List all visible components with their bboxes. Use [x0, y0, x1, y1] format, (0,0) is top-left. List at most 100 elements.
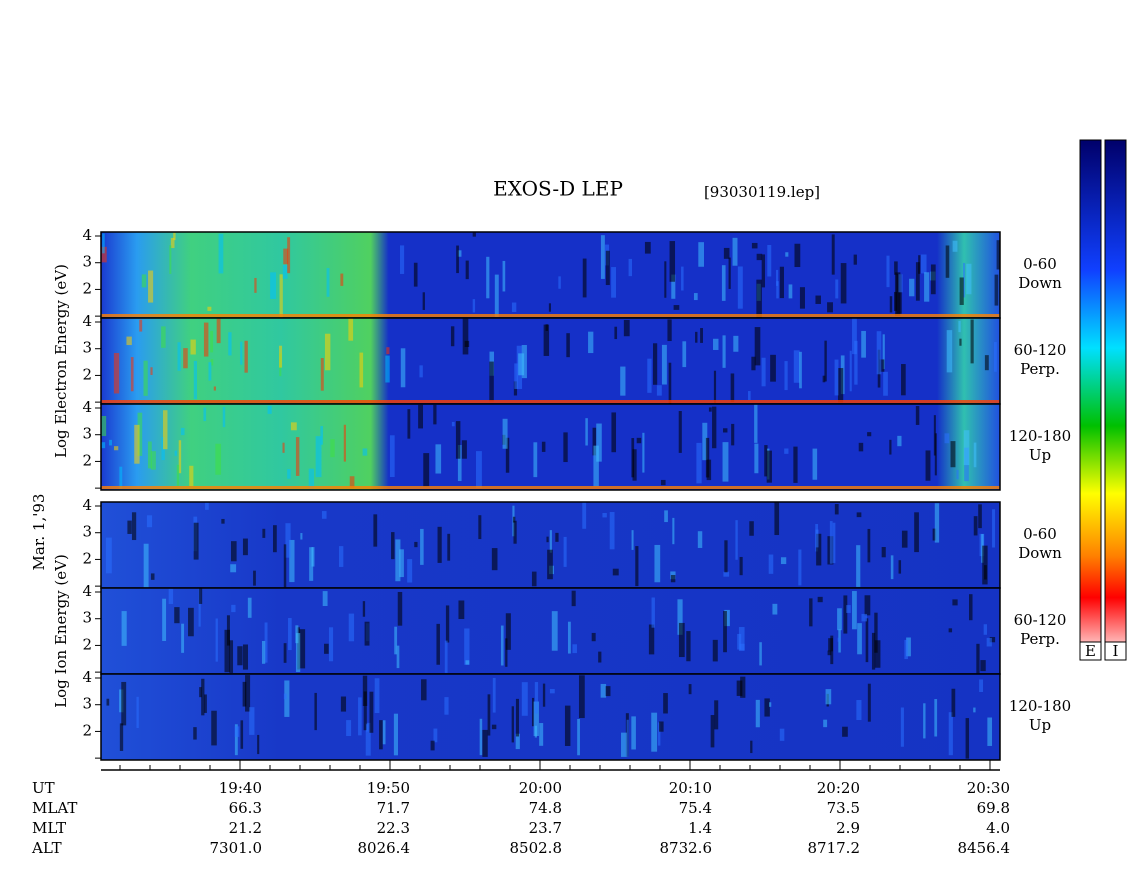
- speckle: [174, 450, 178, 456]
- speckle: [959, 277, 964, 305]
- speckle: [237, 646, 243, 666]
- speckle: [282, 264, 288, 279]
- speckle: [101, 246, 107, 263]
- speckle: [139, 319, 143, 332]
- panel-range: 120-180: [1009, 697, 1071, 715]
- speckle: [513, 520, 517, 544]
- speckle: [886, 255, 890, 288]
- y-tick-label: 2: [82, 721, 92, 739]
- speckle: [748, 391, 751, 401]
- panel-frame: [100, 673, 1001, 761]
- speckle: [978, 504, 982, 529]
- panel-range: 60-120: [1014, 341, 1067, 359]
- speckle: [176, 464, 180, 486]
- speckle: [365, 722, 371, 756]
- speckle: [856, 512, 862, 518]
- speckle: [722, 442, 729, 482]
- speckle: [832, 522, 836, 564]
- speckle: [203, 322, 209, 357]
- speckle: [751, 242, 758, 249]
- speckle: [672, 517, 675, 545]
- speckle: [180, 427, 185, 436]
- speckle: [479, 718, 483, 756]
- y-tick-label: 4: [82, 312, 92, 330]
- speckle: [549, 530, 552, 553]
- speckle: [609, 512, 615, 550]
- y-tick-label: 2: [82, 549, 92, 567]
- speckle: [188, 607, 194, 637]
- speckle: [456, 245, 459, 274]
- speckle: [567, 621, 571, 654]
- speckle: [874, 612, 878, 653]
- y-tick-label: 4: [82, 398, 92, 416]
- speckle: [257, 734, 260, 755]
- speckle: [867, 683, 871, 722]
- speckle: [864, 595, 871, 616]
- speckle: [856, 545, 861, 587]
- speckle: [657, 722, 661, 746]
- speckle: [932, 528, 937, 541]
- speckle: [934, 699, 938, 737]
- speckle: [890, 555, 894, 580]
- speckle: [551, 611, 558, 651]
- orbit-value: 74.8: [529, 799, 562, 817]
- plots: Log Electron Energy (eV) 2340-60Down23460…: [52, 226, 1071, 771]
- speckle: [421, 679, 427, 701]
- speckle: [215, 443, 222, 475]
- speckle: [986, 637, 992, 647]
- speckle: [996, 240, 1000, 270]
- speckle: [659, 721, 664, 732]
- colorbar-label: I: [1113, 642, 1119, 660]
- speckle: [952, 599, 958, 606]
- speckle: [739, 556, 743, 576]
- speckle: [759, 642, 762, 666]
- speckle: [663, 693, 668, 714]
- speckle: [543, 324, 550, 356]
- speckle: [600, 235, 605, 279]
- speckle: [849, 350, 852, 392]
- speckle: [126, 336, 132, 346]
- speckle: [189, 465, 194, 487]
- speckle: [106, 698, 110, 706]
- speckle: [889, 439, 892, 455]
- speckle: [502, 260, 506, 292]
- speckle: [148, 270, 154, 303]
- speckle: [853, 254, 857, 265]
- speckle: [521, 345, 527, 379]
- speckle: [764, 698, 770, 717]
- speckle: [173, 232, 176, 241]
- speckle: [925, 450, 931, 481]
- speckle: [593, 445, 599, 487]
- speckle: [980, 660, 986, 672]
- speckle: [531, 697, 535, 727]
- speckle: [572, 644, 577, 654]
- speckle: [621, 732, 627, 757]
- speckle: [700, 328, 703, 343]
- speckle: [656, 385, 662, 396]
- speckle: [598, 651, 602, 663]
- flux-band: [101, 486, 1000, 489]
- speckle: [143, 543, 149, 588]
- speckle: [389, 435, 395, 478]
- speckle: [181, 623, 185, 653]
- speckle: [315, 436, 322, 478]
- speckle: [696, 442, 702, 484]
- speckle: [992, 509, 996, 548]
- speckle: [695, 331, 698, 343]
- speckle: [614, 326, 618, 340]
- speckle: [282, 442, 285, 453]
- speckle: [340, 696, 347, 712]
- orbit-value: 1.4: [688, 819, 712, 837]
- speckle: [198, 588, 201, 627]
- speckle: [541, 441, 546, 452]
- speckle: [141, 274, 147, 288]
- speckle: [754, 443, 759, 474]
- speckle: [779, 728, 785, 741]
- speckle: [494, 274, 499, 317]
- colorbar: [1104, 139, 1127, 661]
- speckle: [328, 627, 334, 662]
- speckle: [366, 724, 369, 732]
- speckle: [571, 590, 576, 607]
- speckle: [234, 726, 240, 737]
